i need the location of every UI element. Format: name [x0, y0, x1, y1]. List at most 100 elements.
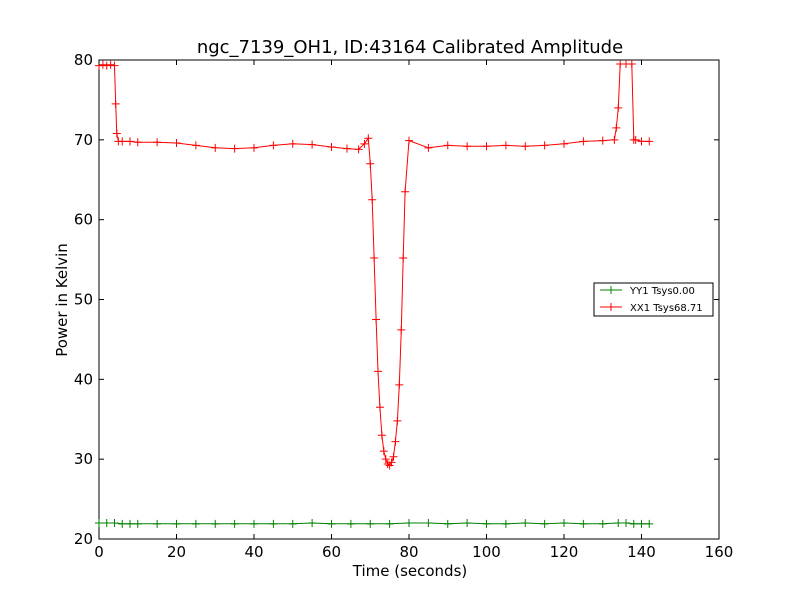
data-point: [405, 136, 413, 145]
data-point: [98, 60, 107, 69]
data-point: [308, 519, 317, 528]
data-point: [250, 143, 258, 152]
data-point: [269, 519, 278, 528]
data-point: [250, 519, 258, 528]
data-point: [622, 519, 630, 528]
data-point: [368, 195, 377, 204]
data-point: [579, 137, 588, 146]
x-tick-label: 20: [167, 543, 186, 561]
data-point: [327, 519, 336, 528]
data-point: [482, 519, 491, 528]
data-point: [598, 519, 607, 528]
data-point: [364, 134, 373, 143]
data-point: [645, 519, 654, 528]
data-point: [230, 519, 239, 528]
data-point: [354, 145, 363, 154]
x-tick-label: 60: [322, 543, 341, 561]
y-tick-label: 30: [74, 450, 93, 468]
data-point: [637, 137, 646, 146]
data-point: [501, 141, 510, 150]
y-tick-label: 40: [74, 370, 93, 388]
y-tick-label: 80: [74, 51, 93, 69]
y-tick-label: 20: [74, 530, 93, 548]
data-point: [443, 519, 452, 528]
data-point: [102, 61, 111, 70]
x-tick-label: 80: [399, 543, 418, 561]
data-point: [126, 519, 134, 528]
x-tick-label: 140: [627, 543, 656, 561]
data-point: [370, 253, 379, 262]
data-point: [95, 519, 103, 528]
data-point: [637, 519, 646, 528]
data-point: [133, 138, 142, 147]
data-point: [385, 461, 394, 470]
data-point: [540, 519, 549, 528]
data-point: [110, 61, 119, 70]
data-point: [372, 315, 381, 324]
y-tick-label: 60: [74, 211, 93, 229]
data-point: [560, 519, 568, 528]
data-point: [153, 519, 162, 528]
data-point: [631, 135, 640, 144]
data-point: [110, 519, 119, 528]
data-point: [540, 141, 549, 150]
x-tick-label: 40: [244, 543, 263, 561]
data-point: [343, 144, 351, 153]
data-point: [106, 60, 115, 69]
x-axis-label: Time (seconds): [352, 562, 468, 580]
chart-title: ngc_7139_OH1, ID:43164 Calibrated Amplit…: [197, 37, 623, 58]
data-point: [579, 519, 588, 528]
data-point: [327, 143, 336, 152]
legend: YY1 Tsys0.00 XX1 Tsys68.71: [593, 282, 714, 317]
data-point: [102, 519, 111, 528]
data-point: [366, 519, 375, 528]
data-point: [614, 519, 623, 528]
y-axis-label: Power in Kelvin: [53, 243, 71, 357]
y-tick-label: 70: [74, 131, 93, 149]
data-point: [379, 447, 388, 456]
x-tick-label: 120: [550, 543, 579, 561]
data-point: [391, 437, 400, 446]
series-0: [95, 519, 654, 528]
data-point: [381, 455, 390, 464]
data-point: [424, 519, 433, 528]
data-point: [598, 136, 607, 145]
data-point: [463, 519, 472, 528]
data-point: [401, 187, 410, 196]
data-point: [629, 519, 638, 528]
legend-marker-xx1: [607, 303, 615, 311]
data-point: [269, 141, 278, 150]
data-point: [389, 452, 398, 461]
legend-box: [593, 282, 714, 317]
data-point: [230, 144, 239, 153]
x-tick-label: 160: [705, 543, 734, 561]
legend-label-yy1: YY1 Tsys0.00: [629, 286, 695, 297]
legend-marker-yy1: [607, 286, 615, 294]
data-point: [172, 139, 181, 148]
data-point: [610, 135, 619, 144]
data-point: [397, 325, 406, 334]
data-point: [133, 519, 142, 528]
data-point: [191, 141, 200, 150]
data-point: [211, 143, 220, 152]
data-point: [126, 137, 134, 146]
data-point: [395, 380, 404, 389]
data-point: [521, 519, 530, 528]
data-point: [424, 143, 433, 152]
data-point: [443, 141, 452, 150]
data-point: [521, 142, 530, 151]
data-point: [374, 367, 382, 376]
data-point: [405, 519, 413, 528]
data-point: [308, 140, 317, 149]
data-point: [191, 519, 200, 528]
series-layer: [95, 59, 654, 528]
data-point: [111, 99, 120, 108]
data-point: [112, 129, 121, 138]
data-point: [153, 138, 162, 147]
data-point: [385, 519, 394, 528]
legend-label-xx1: XX1 Tsys68.71: [630, 303, 703, 314]
data-point: [614, 103, 623, 112]
data-point: [560, 139, 568, 148]
